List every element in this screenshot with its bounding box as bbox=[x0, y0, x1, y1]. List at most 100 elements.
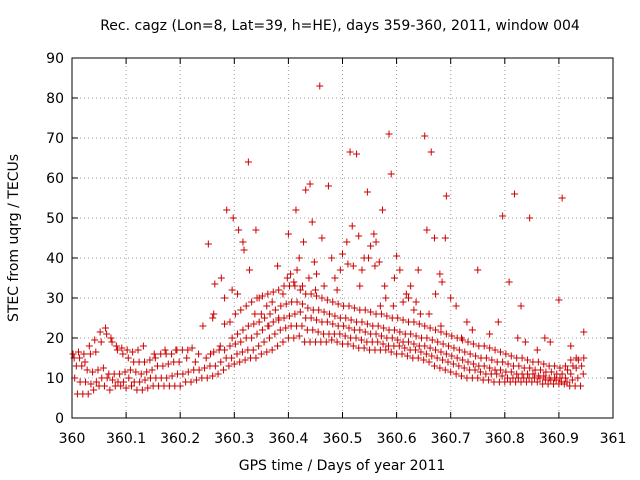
data-point bbox=[580, 328, 588, 336]
data-point bbox=[526, 214, 534, 222]
data-point bbox=[129, 348, 137, 356]
data-point bbox=[541, 334, 549, 342]
data-point bbox=[239, 238, 247, 246]
data-point bbox=[102, 324, 110, 332]
data-point bbox=[357, 336, 365, 344]
data-point bbox=[504, 360, 512, 368]
data-point bbox=[307, 290, 315, 298]
data-point bbox=[271, 330, 279, 338]
y-tick-label: 80 bbox=[46, 91, 64, 107]
data-point bbox=[574, 374, 582, 382]
data-point bbox=[579, 370, 587, 378]
data-point bbox=[148, 366, 156, 374]
data-point bbox=[412, 332, 420, 340]
data-point bbox=[314, 328, 322, 336]
data-point bbox=[223, 206, 231, 214]
data-point bbox=[92, 378, 100, 386]
data-point bbox=[340, 322, 348, 330]
data-point bbox=[87, 380, 95, 388]
data-point bbox=[265, 334, 273, 342]
data-point bbox=[428, 336, 436, 344]
data-point bbox=[415, 320, 423, 328]
data-point bbox=[432, 290, 440, 298]
data-point bbox=[293, 298, 301, 306]
data-point bbox=[209, 314, 217, 322]
data-point bbox=[283, 274, 291, 282]
data-point bbox=[192, 376, 200, 384]
data-point bbox=[442, 330, 450, 338]
data-point bbox=[304, 304, 312, 312]
data-point bbox=[358, 266, 366, 274]
data-point bbox=[161, 346, 169, 354]
data-point bbox=[81, 358, 89, 366]
data-point bbox=[268, 346, 276, 354]
data-point bbox=[300, 238, 308, 246]
data-point bbox=[235, 226, 243, 234]
data-point bbox=[203, 374, 211, 382]
data-point bbox=[298, 322, 306, 330]
data-point bbox=[234, 290, 242, 298]
data-point bbox=[326, 310, 334, 318]
data-point bbox=[420, 356, 428, 364]
data-point bbox=[401, 344, 409, 352]
data-point bbox=[439, 356, 447, 364]
data-point bbox=[172, 346, 180, 354]
data-point bbox=[564, 366, 572, 374]
data-point bbox=[179, 370, 187, 378]
data-point bbox=[242, 302, 250, 310]
data-point bbox=[249, 346, 257, 354]
data-point bbox=[524, 356, 532, 364]
x-axis-label: GPS time / Days of year 2011 bbox=[239, 458, 446, 474]
data-point bbox=[377, 332, 385, 340]
data-point bbox=[103, 330, 111, 338]
data-point bbox=[313, 292, 321, 300]
data-point bbox=[90, 386, 98, 394]
data-point bbox=[353, 150, 361, 158]
data-point bbox=[183, 354, 191, 362]
data-point bbox=[134, 346, 142, 354]
data-point bbox=[361, 306, 369, 314]
plot-frame bbox=[71, 57, 614, 419]
data-point bbox=[140, 358, 148, 366]
data-point bbox=[253, 330, 261, 338]
data-point bbox=[336, 330, 344, 338]
data-point bbox=[551, 362, 559, 370]
data-point bbox=[405, 338, 413, 346]
data-point bbox=[447, 294, 455, 302]
data-point bbox=[221, 346, 229, 354]
data-point bbox=[455, 362, 463, 370]
data-point bbox=[188, 344, 196, 352]
data-point bbox=[276, 326, 284, 334]
data-point bbox=[159, 362, 167, 370]
data-point bbox=[555, 296, 563, 304]
data-point bbox=[496, 366, 504, 374]
data-point bbox=[464, 338, 472, 346]
data-point bbox=[89, 368, 97, 376]
data-point bbox=[412, 298, 420, 306]
data-point bbox=[217, 274, 225, 282]
data-point bbox=[240, 246, 248, 254]
data-point bbox=[298, 300, 306, 308]
data-point bbox=[568, 376, 576, 384]
data-point bbox=[78, 362, 86, 370]
data-point bbox=[274, 262, 282, 270]
data-point bbox=[216, 342, 224, 350]
data-point bbox=[284, 230, 292, 238]
data-point bbox=[125, 374, 133, 382]
data-point bbox=[363, 320, 371, 328]
data-point bbox=[533, 346, 541, 354]
data-point bbox=[257, 310, 265, 318]
data-point bbox=[184, 346, 192, 354]
data-point bbox=[103, 374, 111, 382]
data-point bbox=[580, 354, 588, 362]
data-point bbox=[563, 378, 571, 386]
data-point bbox=[345, 302, 353, 310]
data-point bbox=[279, 338, 287, 346]
data-point bbox=[323, 296, 331, 304]
data-point bbox=[291, 310, 299, 318]
data-point bbox=[245, 266, 253, 274]
y-tick-label: 60 bbox=[46, 171, 64, 187]
data-point bbox=[228, 354, 236, 362]
y-tick-label: 0 bbox=[55, 411, 64, 427]
data-point bbox=[204, 240, 212, 248]
